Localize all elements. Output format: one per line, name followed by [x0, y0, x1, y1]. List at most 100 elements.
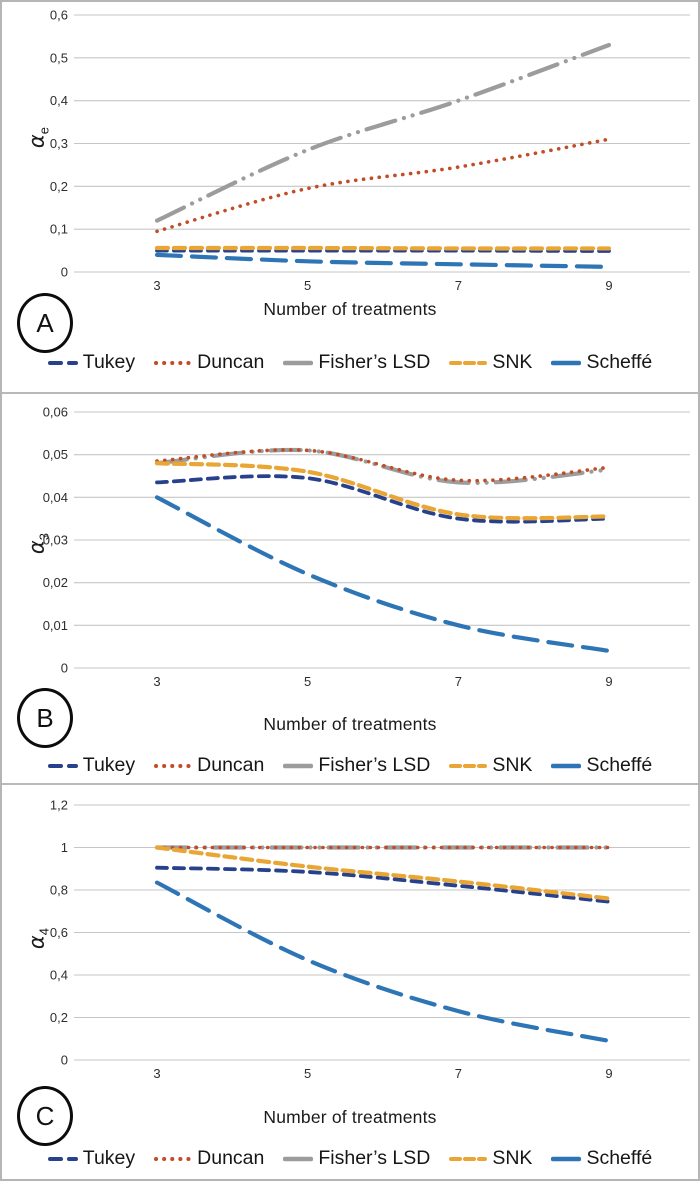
chart-a-plot-area: 0 0,1 0,2 0,3 0,4 0,5 0,6 3 5 7 9	[50, 8, 690, 293]
y-tick-label: 0,1	[50, 222, 68, 237]
y-tick-label: 0,05	[43, 447, 68, 462]
series-line-snk	[154, 845, 612, 901]
legend-item-snk: SNK	[449, 1147, 532, 1170]
legend-c: Tukey Duncan Fisher’s LSD SNK Scheffé	[2, 1147, 698, 1170]
chart-c-plot-area: 0 0,2 0,4 0,6 0,8 1 1,2 3 5 7 9	[50, 798, 690, 1081]
legend-item-tukey: Tukey	[47, 351, 136, 374]
legend-key-icon	[154, 360, 193, 365]
y-tick-label: 0,2	[50, 1010, 68, 1025]
series-line-scheff-	[154, 495, 612, 654]
y-tick-label: 0,4	[50, 93, 68, 108]
x-tick-label: 5	[304, 278, 311, 293]
legend-item-scheff-: Scheffé	[551, 351, 652, 374]
x-axis-title: Number of treatments	[263, 1107, 437, 1127]
y-tick-label: 0,6	[50, 8, 68, 23]
panel-label-circle-a: A	[17, 293, 73, 353]
legend-label: Tukey	[82, 351, 136, 373]
series-line-tukey	[155, 865, 611, 904]
legend-label: Scheffé	[586, 351, 653, 373]
legend-item-snk: SNK	[449, 754, 532, 777]
legend-item-tukey: Tukey	[47, 754, 136, 777]
legend-label: Fisher’s LSD	[318, 754, 431, 776]
y-tick-label: 1	[61, 840, 68, 855]
panel-a: 0 0,1 0,2 0,3 0,4 0,5 0,6 3 5 7 9 αe A Number of t…	[2, 2, 698, 394]
y-tick-label: 0,03	[43, 533, 68, 548]
legend-label: SNK	[492, 351, 533, 373]
x-tick-label: 7	[455, 674, 462, 689]
legend-key-icon	[47, 1156, 78, 1161]
y-tick-label: 0	[61, 661, 68, 676]
panel-c: 0 0,2 0,4 0,6 0,8 1 1,2 3 5 7 9 α4 C Number of tre…	[2, 785, 698, 1179]
x-tick-label: 3	[153, 278, 160, 293]
x-tick-label: 7	[455, 1066, 462, 1081]
legend-key-icon	[283, 1156, 314, 1161]
legend-label: Fisher’s LSD	[318, 1147, 431, 1169]
legend-item-tukey: Tukey	[47, 1147, 136, 1170]
legend-item-fisher-s-lsd: Fisher’s LSD	[283, 1147, 430, 1170]
legend-key-icon	[449, 360, 488, 365]
legend-item-scheff-: Scheffé	[551, 754, 652, 777]
y-tick-label: 0,04	[43, 490, 68, 505]
y-tick-label: 0,2	[50, 179, 68, 194]
y-axis-label-alpha-e: αe	[24, 127, 52, 149]
x-tick-label: 5	[304, 1066, 311, 1081]
legend-key-icon	[154, 763, 193, 768]
legend-label: SNK	[492, 1147, 533, 1169]
series-line-fisher-s-lsd	[154, 42, 612, 223]
x-tick-label: 3	[153, 674, 160, 689]
legend-key-icon	[551, 763, 582, 768]
panel-label-circle-b: B	[17, 688, 73, 748]
legend-label: Duncan	[197, 1147, 265, 1169]
legend-key-icon	[283, 360, 314, 365]
y-tick-label: 0	[61, 1053, 68, 1068]
y-tick-label: 0	[61, 265, 68, 280]
series-line-duncan	[155, 137, 611, 234]
y-tick-label: 1,2	[50, 798, 68, 813]
y-tick-label: 0,4	[50, 968, 68, 983]
panel-b: 0 0,01 0,02 0,03 0,04 0,05 0,06 3 5 7 9 α3 B Numbe…	[2, 394, 698, 785]
legend-b: Tukey Duncan Fisher’s LSD SNK Scheffé	[2, 754, 698, 777]
legend-key-icon	[551, 1156, 582, 1161]
y-tick-label: 0,01	[43, 618, 68, 633]
x-tick-label: 7	[455, 278, 462, 293]
y-tick-label: 0,02	[43, 575, 68, 590]
series-line-scheff-	[154, 880, 612, 1043]
legend-key-icon	[551, 360, 582, 365]
legend-key-icon	[449, 1156, 488, 1161]
x-tick-label: 9	[605, 1066, 612, 1081]
series-line-scheff-	[154, 252, 612, 269]
legend-a: Tukey Duncan Fisher’s LSD SNK Scheffé	[2, 351, 698, 374]
legend-label: Tukey	[82, 1147, 136, 1169]
legend-key-icon	[449, 763, 488, 768]
legend-label: Tukey	[82, 754, 136, 776]
chart-b-plot-area: 0 0,01 0,02 0,03 0,04 0,05 0,06 3 5 7 9	[43, 405, 690, 689]
legend-item-duncan: Duncan	[154, 754, 264, 777]
series-line-tukey	[155, 474, 611, 524]
legend-label: Scheffé	[586, 1147, 653, 1169]
x-tick-label: 5	[304, 674, 311, 689]
x-tick-label: 9	[605, 674, 612, 689]
legend-label: Scheffé	[586, 754, 653, 776]
legend-key-icon	[47, 763, 78, 768]
y-tick-label: 0,8	[50, 883, 68, 898]
x-tick-label: 9	[605, 278, 612, 293]
y-axis-label-alpha-4: α4	[24, 928, 52, 950]
series-line-snk	[154, 461, 612, 521]
x-tick-label: 3	[153, 1066, 160, 1081]
y-tick-label: 0,5	[50, 50, 68, 65]
series-line-duncan	[155, 448, 611, 483]
legend-key-icon	[283, 763, 314, 768]
legend-item-fisher-s-lsd: Fisher’s LSD	[283, 351, 430, 374]
legend-label: SNK	[492, 754, 533, 776]
y-tick-label: 0,3	[50, 136, 68, 151]
legend-label: Fisher’s LSD	[318, 351, 431, 373]
y-axis-label-alpha-3: α3	[24, 533, 52, 555]
panel-label-circle-c: C	[17, 1086, 73, 1146]
legend-item-fisher-s-lsd: Fisher’s LSD	[283, 754, 430, 777]
legend-key-icon	[154, 1156, 193, 1161]
y-tick-label: 0,06	[43, 405, 68, 420]
legend-item-scheff-: Scheffé	[551, 1147, 652, 1170]
x-axis-title: Number of treatments	[263, 714, 437, 734]
legend-label: Duncan	[197, 754, 265, 776]
